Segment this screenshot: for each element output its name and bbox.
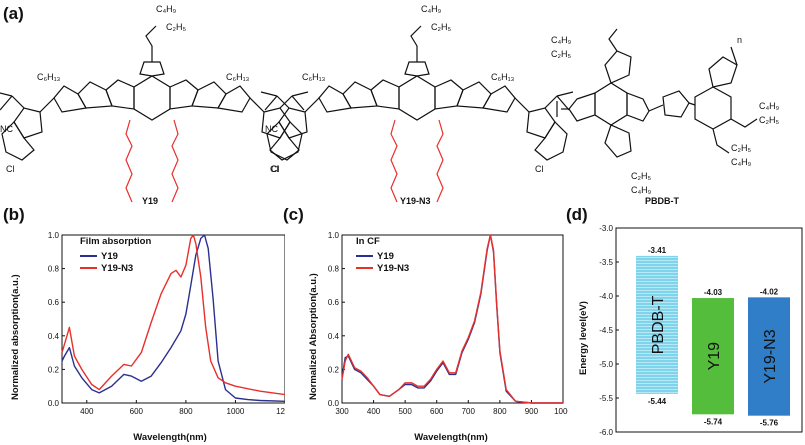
chart-c-ytick-label: 0.4 xyxy=(328,332,340,341)
chart-d-ytick-label: -3.0 xyxy=(599,224,613,233)
chart-b-xtick-label: 1000 xyxy=(227,407,245,416)
chart-c-legend-0: Y19 xyxy=(377,251,394,262)
chart-c-xtick-label: 300 xyxy=(335,407,349,416)
chart-d-bar-0-homo-label: -5.44 xyxy=(648,397,667,406)
panel-label-a: (a) xyxy=(3,4,24,23)
y19n3-cl-left: Cl xyxy=(271,164,280,174)
y19n3-branch-bot: C₂H₅ xyxy=(431,22,451,32)
chart-d-ytick-label: -5.5 xyxy=(599,394,613,403)
chart-d-bar-0 xyxy=(636,255,678,394)
y19n3-hex-right: C₆H₁₃ xyxy=(491,72,515,82)
y19n3-structure: C₄H₉ C₂H₅ C₆H₁₃ C₆H₁₃ NC Cl Cl xyxy=(260,4,574,203)
y19n3-cl-right: Cl xyxy=(535,164,544,174)
chart-c: Normalized Absorption(a.u.) Wavelength(n… xyxy=(308,231,568,443)
chart-b-ylabel: Normalized absorption(a.u.) xyxy=(10,274,21,400)
pbdbt-c4-top: C₄H₉ xyxy=(551,35,572,45)
y19-cn-left: NC xyxy=(0,124,13,134)
chart-d-bar-1-homo-label: -5.74 xyxy=(704,417,723,426)
chart-d-ytick-label: -4.0 xyxy=(599,292,613,301)
y19-name: Y19 xyxy=(142,196,159,206)
pbdbt-c4-bot: C₄H₉ xyxy=(631,185,652,195)
chart-b-series-0-line xyxy=(61,234,285,402)
chart-c-xtick-label: 400 xyxy=(367,407,381,416)
chart-b-xtick-label: 400 xyxy=(80,407,94,416)
chart-d-bar-1-lumo-label: -4.03 xyxy=(704,288,723,297)
chart-b-ytick-label: 0.8 xyxy=(48,265,60,274)
chart-b-xtick-label: 800 xyxy=(179,407,193,416)
chart-d-ytick-label: -4.5 xyxy=(599,326,613,335)
chart-b-ytick-label: 0.4 xyxy=(48,332,60,341)
y19n3-hex-left: C₆H₁₃ xyxy=(302,72,326,82)
chart-d-ytick-label: -6.0 xyxy=(599,428,613,437)
pbdbt-c4-right2: C₄H₉ xyxy=(731,157,752,167)
chart-d-bar-2 xyxy=(748,297,790,416)
panel-label-b: (b) xyxy=(3,205,25,224)
chart-d-bar-2-homo-label: -5.76 xyxy=(760,419,779,428)
chart-b-ytick-label: 0.0 xyxy=(48,399,60,408)
chart-c-xlabel: Wavelength(nm) xyxy=(414,432,488,443)
chart-b-xlabel: Wavelength(nm) xyxy=(133,432,207,443)
chart-d-bar-0-name: PBDB-T xyxy=(650,295,667,354)
y19n3-name: Y19-N3 xyxy=(400,196,431,206)
chart-b-ytick-label: 1.0 xyxy=(48,231,60,240)
chart-c-legend-1: Y19-N3 xyxy=(377,263,409,274)
chart-c-ytick-label: 0.8 xyxy=(328,265,340,274)
y19-cl-left: Cl xyxy=(6,164,15,174)
panel-label-c: (c) xyxy=(283,205,304,224)
chart-b-series-1-line xyxy=(61,234,285,396)
chart-d: Energy level(eV) -3.0 -3.5 -4.0 -4.5 -5.0 -5.… xyxy=(578,224,803,437)
pbdbt-name: PBDB-T xyxy=(645,196,679,206)
chart-c-ytick-label: 0.6 xyxy=(328,298,340,307)
chart-d-bar-2-name: Y19-N3 xyxy=(762,329,779,383)
y19n3-branch-top: C₄H₉ xyxy=(421,4,442,14)
pbdbt-c2-top: C₂H₅ xyxy=(551,49,571,59)
chart-b-legend-0: Y19 xyxy=(101,251,118,262)
y19n3-cn-left: NC xyxy=(265,124,278,134)
pbdbt-c2-right: C₂H₅ xyxy=(759,115,779,125)
y19-hex-left: C₆H₁₃ xyxy=(37,72,61,82)
chart-b-ytick-label: 0.6 xyxy=(48,298,60,307)
chart-c-ytick-label: 0.2 xyxy=(328,365,340,374)
pbdbt-structure: C₄H₉ C₂H₅ C₂H₅ C₄H₉ C₄H₉ C₂H₅ C₂H₅ C₄H₉ … xyxy=(551,28,780,195)
pbdbt-n: n xyxy=(737,35,742,45)
y19-structure: C₄H₉ C₂H₅ C₆H₁₃ C₆H₁₃ NC Cl Cl xyxy=(0,4,309,203)
chart-b-ytick-label: 0.2 xyxy=(48,365,60,374)
y19-branch-top: C₄H₉ xyxy=(156,4,177,14)
chart-d-bar-1 xyxy=(692,298,734,415)
chart-c-xtick-label: 900 xyxy=(525,407,539,416)
chemical-structures: C₄H₉ C₂H₅ C₆H₁₃ C₆H₁₃ NC Cl Cl C₄H₉ C₂H₅… xyxy=(0,4,780,203)
chart-c-xtick-label: 600 xyxy=(430,407,444,416)
y19-hex-right: C₆H₁₃ xyxy=(226,72,250,82)
pbdbt-c2-right2: C₂H₅ xyxy=(731,143,751,153)
chart-c-xtick-label: 500 xyxy=(398,407,412,416)
chart-c-series-0-line xyxy=(341,234,563,404)
chart-c-ytick-label: 0.0 xyxy=(328,399,340,408)
pbdbt-c4-right: C₄H₉ xyxy=(759,101,780,111)
panel-label-d: (d) xyxy=(566,205,588,224)
y19-branch-bot: C₂H₅ xyxy=(166,22,186,32)
chart-c-frame xyxy=(341,234,564,404)
chart-c-xtick-label: 700 xyxy=(462,407,476,416)
chart-d-ytick-label: -3.5 xyxy=(599,258,613,267)
chart-d-ylabel: Energy level(eV) xyxy=(578,301,589,375)
y19-cl-right: Cl xyxy=(270,164,279,174)
chart-c-xtick-label: 800 xyxy=(493,407,507,416)
chart-c-ytick-label: 1.0 xyxy=(328,231,340,240)
chart-b-xtick-label: 1200 xyxy=(276,407,285,416)
chart-b-xtick-label: 600 xyxy=(130,407,144,416)
chart-c-ylabel: Normalized Absorption(a.u.) xyxy=(308,273,319,400)
chart-b-annotation: Film absorption xyxy=(80,236,151,247)
pbdbt-c2-bot: C₂H₅ xyxy=(631,171,651,181)
chart-b: Normalized absorption(a.u.) Wavelength(n… xyxy=(10,231,285,443)
chart-b-frame xyxy=(61,234,285,404)
chart-c-annotation: In CF xyxy=(356,236,380,247)
chart-c-xtick-label: 1000 xyxy=(554,407,568,416)
chart-d-bar-0-lumo-label: -3.41 xyxy=(648,246,667,255)
chart-d-bar-2-lumo-label: -4.02 xyxy=(760,287,779,296)
chart-d-bar-1-name: Y19 xyxy=(706,342,723,371)
chart-b-legend-1: Y19-N3 xyxy=(101,263,133,274)
chart-d-ytick-label: -5.0 xyxy=(599,360,613,369)
chart-c-series-1-line xyxy=(341,234,563,404)
